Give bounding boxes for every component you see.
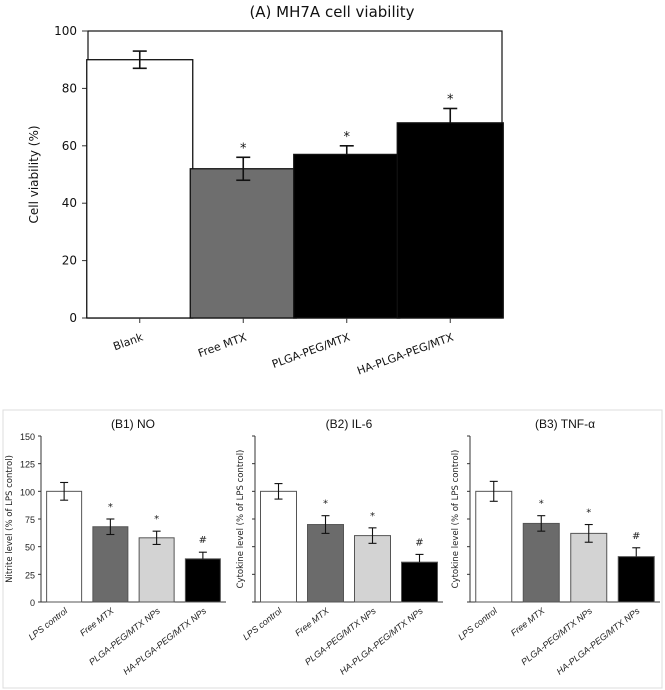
x-tick-label: HA-PLGA-PEG/MTX NPs	[121, 605, 208, 676]
bar-free-mtx	[189, 168, 297, 319]
x-tick-label: HA-PLGA-PEG/MTX	[355, 330, 455, 377]
bar-ha-plga-peg-mtx-nps	[184, 558, 221, 603]
bar-free-mtx	[522, 522, 560, 603]
y-tick-label: 60	[62, 139, 77, 153]
significance-star: *	[154, 514, 159, 525]
significance-star: *	[344, 130, 351, 145]
x-tick-label: LPS control	[241, 605, 285, 642]
y-axis-label: Nitrite level (% of LPS control)	[5, 455, 15, 583]
bar-lps-control	[475, 490, 513, 603]
y-tick-label: 20	[62, 254, 77, 268]
x-tick-label: LPS control	[456, 605, 500, 642]
bar-ha-plga-peg-mtx-nps	[401, 561, 438, 603]
x-tick-label: Free MTX	[78, 605, 116, 638]
significance-hash: #	[415, 537, 423, 548]
panel-b3-tnf: (B3) TNF-α Cytokine level (% of LPS contr…	[451, 417, 660, 677]
y-tick-label: 25	[25, 570, 35, 580]
bar-free-mtx	[92, 526, 129, 603]
x-tick-label: PLGA-PEG/MTX	[270, 330, 352, 370]
y-tick-label: 125	[20, 460, 35, 470]
chart-title: (B2) IL-6	[326, 417, 373, 431]
bar-plga-peg-mtx-nps	[354, 535, 391, 603]
x-tick-label: HA-PLGA-PEG/MTX NPs	[338, 605, 425, 676]
y-tick-label: 0	[30, 598, 35, 608]
x-tick-label: Free MTX	[196, 330, 248, 360]
x-tick-label: Free MTX	[293, 605, 331, 638]
significance-hash: #	[199, 535, 207, 546]
panel-a-cell-viability: (A) MH7A cell viability Cell viability (%…	[27, 3, 504, 378]
bar-plga-peg-mtx-nps	[138, 537, 175, 603]
x-tick-label: Blank	[111, 330, 145, 353]
chart-title: (B1) NO	[111, 417, 155, 431]
y-tick-label: 75	[25, 515, 35, 525]
bar-plga-peg-mtx-nps	[570, 532, 608, 603]
y-axis-label: Cell viability (%)	[27, 125, 41, 223]
chart-title: (A) MH7A cell viability	[249, 3, 414, 21]
y-axis-label: Cytokine level (% of LPS control)	[451, 450, 461, 589]
chart-title: (B3) TNF-α	[535, 417, 595, 431]
bar-ha-plga-peg-mtx	[396, 122, 504, 319]
significance-star: *	[539, 499, 544, 510]
significance-star: *	[447, 92, 454, 107]
bar-lps-control	[46, 490, 83, 603]
bar-free-mtx	[307, 524, 344, 603]
bar-lps-control	[260, 490, 297, 603]
x-tick-label: LPS control	[27, 605, 71, 642]
bar-blank	[86, 59, 194, 319]
significance-star: *	[323, 499, 328, 510]
significance-hash: #	[632, 531, 640, 542]
y-tick-label: 0	[69, 311, 77, 325]
x-tick-label: Free MTX	[509, 605, 547, 638]
y-tick-label: 150	[20, 432, 35, 442]
significance-star: *	[240, 141, 247, 156]
significance-star: *	[370, 511, 375, 522]
bar-plga-peg-mtx	[293, 153, 401, 319]
panel-b-frame	[2, 409, 663, 689]
significance-star: *	[586, 508, 591, 519]
y-tick-label: 80	[62, 81, 77, 95]
y-tick-label: 50	[25, 543, 35, 553]
y-axis-label: Cytokine level (% of LPS control)	[236, 450, 246, 589]
panel-b1-no: (B1) NO Nitrite level (% of LPS control) 0…	[5, 417, 226, 677]
panel-b2-il6: (B2) IL-6 Cytokine level (% of LPS contro…	[236, 417, 443, 677]
bar-ha-plga-peg-mtx-nps	[617, 556, 655, 603]
y-tick-label: 40	[62, 196, 77, 210]
x-tick-label: HA-PLGA-PEG/MTX NPs	[555, 605, 642, 676]
significance-star: *	[108, 502, 113, 513]
y-tick-label: 100	[54, 24, 77, 38]
y-tick-label: 100	[20, 487, 35, 497]
